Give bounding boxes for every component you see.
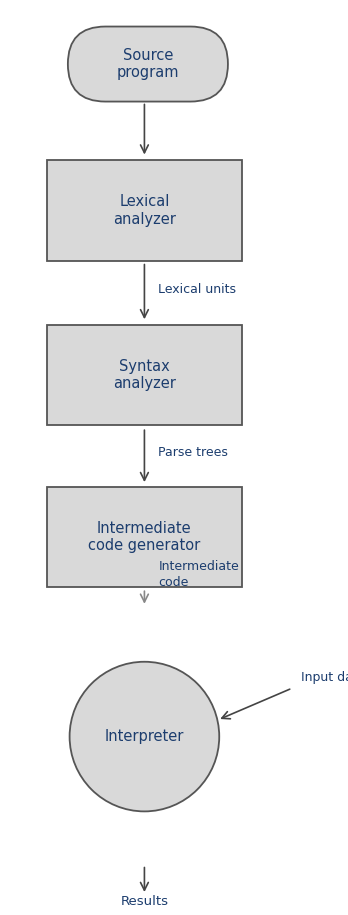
Bar [47,487,242,587]
FancyBboxPatch shape [68,27,228,102]
Text: Lexical
analyzer: Lexical analyzer [113,194,176,227]
Text: Source
program: Source program [117,48,179,81]
Text: Syntax
analyzer: Syntax analyzer [113,359,176,392]
Bar [47,160,242,261]
Text: Results: Results [120,895,168,908]
Text: Input data: Input data [301,671,348,684]
Text: Intermediate
code: Intermediate code [158,560,239,589]
Text: Interpreter: Interpreter [105,729,184,744]
Text: Lexical units: Lexical units [158,283,236,296]
Text: Intermediate
code generator: Intermediate code generator [88,521,200,554]
Ellipse shape [70,662,219,812]
Bar [47,325,242,425]
Text: Parse trees: Parse trees [158,447,228,459]
